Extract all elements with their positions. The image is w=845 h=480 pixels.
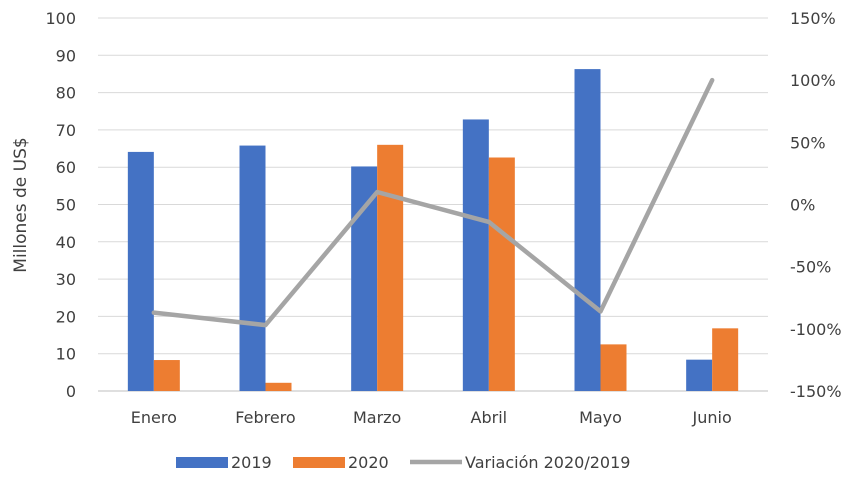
left-axis-ticks: 0 10 20 30 40 50 60 70 80 90 100	[45, 9, 76, 401]
variation-line-layer	[151, 77, 715, 328]
y-right-tick-label: -50%	[790, 258, 831, 277]
bar-2020	[600, 344, 627, 391]
legend: 2019 2020 Variación 2020/2019	[176, 453, 630, 472]
gridlines	[98, 17, 768, 392]
bar-2020	[488, 157, 515, 391]
legend-swatch	[293, 457, 345, 468]
y-left-tick-label: 50	[56, 196, 76, 215]
variation-line	[151, 77, 715, 328]
legend-swatch	[176, 457, 228, 468]
legend-label: 2019	[231, 453, 272, 472]
bar-2020	[712, 328, 739, 391]
x-tick-label: Marzo	[353, 408, 401, 427]
bar-2019	[574, 69, 601, 391]
y-left-tick-label: 0	[66, 382, 76, 401]
y-left-tick-label: 60	[56, 158, 76, 177]
x-tick-label: Mayo	[579, 408, 622, 427]
bar-2019	[351, 166, 378, 391]
right-axis-ticks: -150% -100% -50% 0% 50% 100% 150%	[790, 9, 842, 401]
x-axis-ticks: Enero Febrero Marzo Abril Mayo Junio	[131, 408, 732, 427]
bar-2019	[686, 359, 713, 391]
bar-2020	[377, 144, 404, 391]
y-right-tick-label: 150%	[790, 9, 836, 28]
y-left-tick-label: 40	[56, 233, 76, 252]
y-left-tick-label: 90	[56, 46, 76, 65]
legend-label: Variación 2020/2019	[465, 453, 630, 472]
x-tick-label: Junio	[692, 408, 732, 427]
x-tick-label: Febrero	[235, 408, 295, 427]
y-right-tick-label: 0%	[790, 196, 815, 215]
y-right-tick-label: -100%	[790, 320, 842, 339]
legend-label: 2020	[348, 453, 389, 472]
y-left-tick-label: 80	[56, 84, 76, 103]
y-right-tick-label: -150%	[790, 382, 842, 401]
x-tick-label: Enero	[131, 408, 177, 427]
x-tick-label: Abril	[471, 408, 508, 427]
bar-2019	[462, 119, 489, 392]
bar-2020	[153, 360, 180, 391]
bars	[127, 69, 739, 392]
bar-2019	[127, 151, 154, 391]
y-left-tick-label: 20	[56, 307, 76, 326]
y-left-tick-label: 10	[56, 345, 76, 364]
y-right-tick-label: 100%	[790, 71, 836, 90]
bar-2020	[265, 382, 292, 391]
y-right-tick-label: 50%	[790, 133, 826, 152]
y-left-tick-label: 70	[56, 121, 76, 140]
y-axis-left-label: Millones de US$	[11, 137, 31, 272]
bar-2019	[239, 145, 266, 391]
y-left-tick-label: 30	[56, 270, 76, 289]
y-left-tick-label: 100	[45, 9, 76, 28]
